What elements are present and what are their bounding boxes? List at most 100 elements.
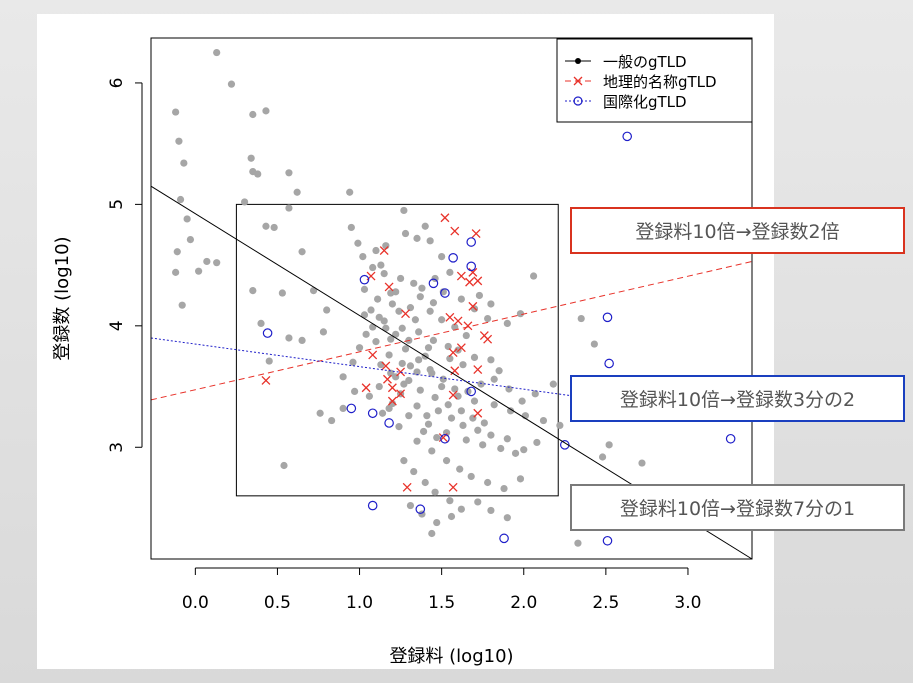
data-point-generic (309, 287, 318, 295)
data-point-generic (319, 328, 328, 336)
data-point-generic (195, 267, 203, 275)
x-tick-label: 3.0 (674, 593, 701, 613)
data-point-generic (474, 426, 482, 434)
data-point-idn (560, 440, 570, 450)
data-point-generic (470, 353, 479, 362)
data-point-generic (406, 362, 415, 370)
data-point-generic (438, 382, 446, 391)
data-point-generic (183, 215, 191, 223)
data-point-generic (638, 459, 646, 467)
data-point-generic (400, 206, 408, 215)
x-tick-label: 1.0 (346, 593, 373, 613)
data-point-idn (346, 403, 357, 414)
data-point-generic (434, 407, 442, 415)
data-point-generic (362, 330, 370, 338)
fit-line-1 (150, 260, 753, 401)
data-point-generic (410, 467, 418, 476)
x-tick-label: 0.5 (264, 593, 291, 613)
data-point-generic (278, 289, 286, 297)
data-point-generic (484, 478, 492, 487)
data-point-generic (406, 501, 415, 510)
data-point-generic (429, 299, 438, 307)
data-point-generic (479, 441, 487, 449)
data-point-geo (261, 376, 271, 385)
y-tick-label: 6 (107, 78, 127, 89)
x-axis-label: 登録料 (log10) (389, 646, 513, 667)
data-point-geo (445, 312, 455, 322)
data-point-generic (380, 317, 388, 325)
data-point-generic (398, 359, 406, 368)
data-point-geo (465, 277, 475, 287)
data-point-generic (265, 357, 273, 365)
data-point-generic (388, 399, 396, 408)
data-point-geo (456, 271, 466, 281)
data-point-idn (602, 535, 613, 546)
data-point-generic (367, 306, 375, 314)
callout-idn-gtld: 登録料10倍→登録数3分の2 (570, 375, 905, 422)
x-tick-label: 1.5 (428, 593, 455, 613)
data-point-generic (598, 453, 607, 461)
data-point-generic (257, 319, 265, 327)
data-point-generic (395, 423, 403, 431)
data-point-geo (473, 408, 483, 418)
y-axis-label: 登録数 (log10) (52, 236, 73, 360)
data-point-geo (448, 390, 458, 400)
data-point-idn (384, 418, 394, 428)
data-point-generic (438, 253, 446, 261)
data-point-generic (424, 420, 433, 428)
data-point-geo (387, 383, 397, 393)
data-point-generic (520, 446, 528, 454)
data-point-generic (400, 457, 408, 465)
data-point-generic (298, 336, 306, 344)
data-point-generic (446, 268, 454, 276)
data-point-generic (328, 416, 336, 425)
data-point-geo (361, 383, 371, 393)
data-point-idn (466, 261, 477, 272)
data-point-generic (385, 351, 393, 359)
data-point-generic (262, 222, 270, 230)
data-point-generic (351, 387, 359, 396)
data-point-generic (590, 340, 598, 348)
data-point-generic (426, 237, 434, 245)
data-point-generic (495, 367, 503, 375)
data-point-generic (433, 433, 441, 442)
x-tick-label: 2.0 (510, 593, 537, 613)
highlight-box (235, 203, 559, 497)
data-point-generic (416, 386, 424, 394)
data-point-generic (285, 204, 293, 212)
data-point-generic (415, 356, 423, 364)
data-point-geo (384, 282, 394, 292)
data-point-generic (173, 248, 181, 256)
data-point-idn (466, 386, 477, 397)
data-point-generic (249, 287, 257, 295)
data-point-idn (367, 408, 378, 419)
data-point-generic (454, 392, 462, 400)
data-point-generic (418, 284, 426, 292)
data-point-generic (447, 512, 456, 521)
x-tick-label: 2.5 (592, 593, 619, 613)
data-point-generic (172, 108, 180, 116)
data-point-generic (395, 307, 403, 315)
data-point-generic (439, 375, 447, 383)
series-0-points (172, 48, 646, 547)
data-point-generic (398, 324, 406, 332)
data-point-generic (539, 416, 548, 425)
data-point-generic (556, 421, 564, 430)
data-point-geo (440, 213, 450, 223)
data-point-generic (354, 239, 362, 247)
data-point-generic (503, 435, 511, 443)
data-point-geo (396, 367, 406, 377)
data-point-generic (470, 397, 479, 405)
data-point-generic (406, 304, 415, 312)
data-point-generic (447, 414, 456, 422)
data-point-generic (487, 300, 495, 308)
legend-label: 国際化gTLD (603, 93, 687, 111)
data-point-generic (360, 285, 369, 293)
data-point-generic (347, 223, 355, 232)
data-point-generic (423, 412, 431, 420)
data-point-idn (622, 131, 633, 142)
data-point-generic (431, 488, 439, 496)
data-point-generic (459, 421, 467, 430)
legend-dot-icon (575, 58, 581, 64)
data-point-generic (505, 385, 513, 393)
